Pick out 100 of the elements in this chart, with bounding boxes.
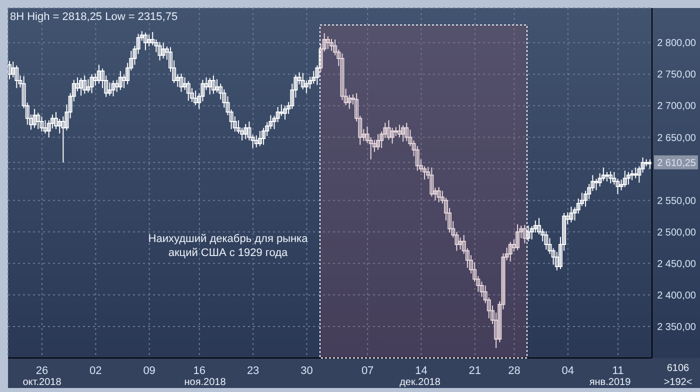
candlestick: [129, 50, 134, 71]
candlestick: [300, 72, 305, 90]
candlestick: [601, 167, 606, 182]
candlestick: [569, 206, 574, 223]
candlestick: [286, 101, 291, 114]
candlestick: [590, 174, 595, 192]
candlestick: [282, 105, 287, 120]
candlestick: [258, 130, 262, 147]
candlestick: [208, 78, 212, 95]
y-tick-label: 2 750,00: [657, 70, 696, 81]
candlestick: [430, 167, 434, 198]
chart-title: 8H High = 2818,25 Low = 2315,75: [10, 11, 178, 23]
candlestick: [386, 120, 391, 140]
candlestick: [140, 30, 144, 42]
candlestick: [436, 186, 441, 203]
candlestick: [82, 74, 87, 94]
candlestick: [404, 122, 409, 142]
text: янв.2019: [589, 377, 632, 388]
candlestick: [40, 116, 44, 132]
candlestick: [211, 74, 216, 94]
candlestick: [626, 171, 630, 186]
x-tick-label: 09: [143, 364, 156, 377]
candlestick: [197, 92, 202, 110]
candlestick: [308, 76, 312, 90]
candlestick: [36, 112, 40, 130]
x-tick-label: 02: [90, 364, 102, 377]
x-tick-label: 30: [300, 364, 313, 377]
candlestick: [276, 106, 280, 123]
candlestick: [90, 74, 94, 94]
candlestick: [186, 80, 190, 102]
candlestick: [544, 230, 548, 250]
candlestick: [326, 36, 330, 50]
y-tick-label: 2 450,00: [657, 258, 696, 270]
candlestick: [265, 122, 270, 137]
x-tick-label: 14: [415, 364, 428, 377]
candlestick: [604, 171, 609, 182]
candlestick: [340, 52, 344, 101]
text: >192<: [664, 377, 692, 388]
candlestick: [304, 80, 308, 94]
candlestick: [161, 42, 166, 59]
x-tick-label: 21: [468, 364, 482, 377]
annotation: Наихудший декабрь для рынка акций США с 1929 года: [148, 233, 309, 259]
candlestick: [272, 115, 276, 130]
candlestick: [108, 82, 112, 96]
candlestick: [637, 166, 642, 184]
y-tick-label: 2 400,00: [657, 290, 696, 302]
candlestick: [634, 167, 638, 179]
x-tick-label: 16: [193, 364, 206, 377]
candlestick: [640, 156, 645, 174]
candlestick: [572, 206, 577, 222]
candlestick: [126, 62, 130, 85]
y-tick-label: 2 350,00: [657, 322, 696, 333]
candlestick: [530, 226, 534, 240]
y-tick-label: 2 800,00: [657, 38, 696, 50]
candlestick: [32, 108, 37, 128]
candlestick: [64, 104, 69, 131]
candlestick: [598, 172, 602, 187]
candlestick: [96, 64, 101, 84]
candlestick: [14, 64, 19, 89]
candlestick: [158, 42, 162, 61]
x-tick-label: 07: [361, 364, 374, 377]
candlestick: [608, 170, 613, 184]
candlestick: [54, 112, 58, 130]
candlestick: [43, 120, 48, 134]
candlestick: [136, 33, 140, 55]
candlestick: [576, 198, 580, 214]
y-tick-label: 2 550,00: [657, 196, 696, 207]
candlestick: [72, 79, 76, 102]
x-tick-label: 11: [612, 364, 624, 377]
y-tick-label: 2 500,00: [657, 227, 696, 238]
candlestick: [533, 220, 538, 234]
candlestick: [397, 124, 402, 138]
candlestick: [330, 38, 334, 52]
candlestick: [179, 73, 184, 92]
candlestick: [294, 74, 298, 98]
candlestick: [562, 212, 566, 252]
candlestick: [8, 60, 12, 80]
candlestick: [315, 64, 320, 86]
text: дек.2018: [400, 377, 441, 388]
candlestick: [118, 70, 122, 90]
candlestick: [68, 92, 72, 119]
candlestick: [254, 134, 258, 148]
candlestick: [580, 192, 584, 207]
y-tick-label: 2 700,00: [657, 101, 696, 112]
candlestick: [215, 78, 220, 94]
candlestick: [619, 179, 624, 191]
candlestick: [558, 236, 562, 270]
x-tick-label: 28: [508, 364, 520, 377]
y-tick-label: 2 650,00: [657, 132, 696, 144]
text: окт.2018: [22, 377, 62, 388]
candlestick: [262, 127, 266, 146]
text: ноя.2018: [184, 377, 226, 388]
x-tick-label: 23: [246, 364, 260, 377]
candlestick: [268, 114, 273, 130]
x-tick-label: 04: [562, 364, 574, 377]
y-tick-label: 2 610,25: [657, 158, 696, 169]
candlestick: [50, 114, 54, 129]
candlestick: [290, 83, 294, 110]
candlestick: [312, 70, 316, 84]
candlestick: [46, 120, 51, 138]
